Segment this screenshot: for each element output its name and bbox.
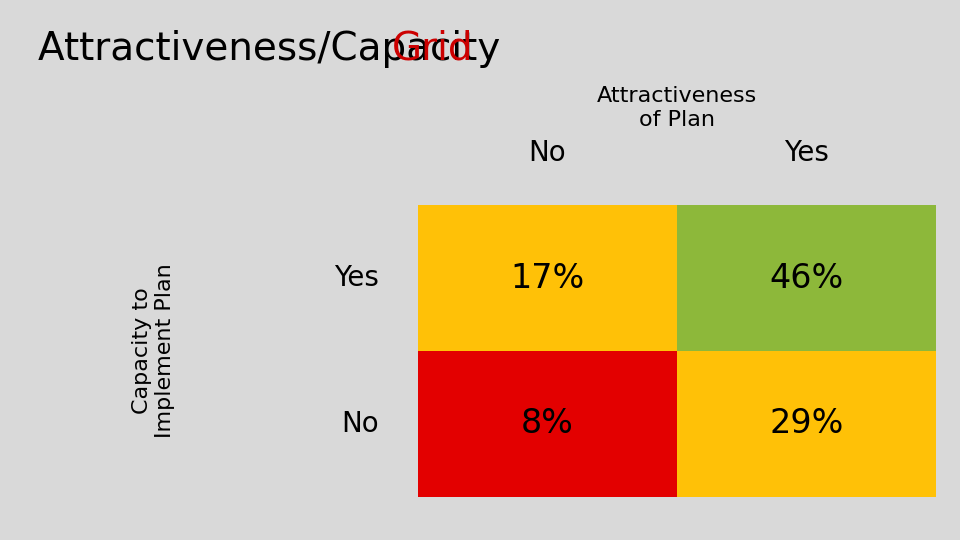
Text: Capacity to
Implement Plan: Capacity to Implement Plan [132,264,175,438]
Text: Attractiveness/Capacity: Attractiveness/Capacity [38,30,513,68]
Text: Yes: Yes [784,139,828,167]
Text: 29%: 29% [769,407,844,441]
Text: No: No [342,410,379,438]
Text: 8%: 8% [520,407,574,441]
Text: No: No [528,139,566,167]
Text: Yes: Yes [334,264,379,292]
Text: 17%: 17% [510,261,585,295]
Text: Attractiveness
of Plan: Attractiveness of Plan [597,86,756,130]
Text: Grid: Grid [392,30,473,68]
Text: 46%: 46% [769,261,844,295]
